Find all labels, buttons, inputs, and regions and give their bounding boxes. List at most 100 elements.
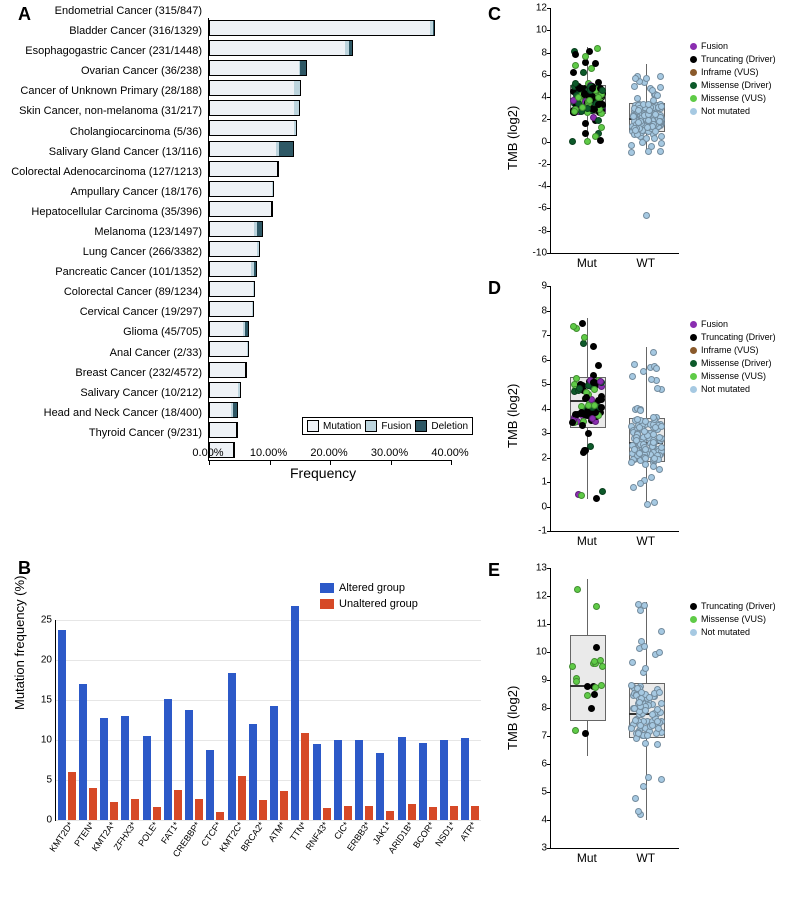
strip-ytick-label: 8 [541,47,551,58]
strip-ytick-label: 1 [541,477,551,488]
strip-xlabel: Mut [577,253,597,270]
panel-b-bar-unaltered [450,806,458,820]
strip-point [631,361,638,368]
panel-b-bar-unaltered [153,807,161,820]
legend-label-mutation: Mutation [323,421,361,432]
panel-a-row-label: Cholangiocarcinoma (5/36) [0,126,202,138]
panel-a-bar-segment [254,261,257,277]
panel-b-bar-altered [143,736,151,820]
panel-a-bar-segment [277,161,278,177]
legend-dot [690,82,697,89]
panel-c-plot: -10-8-6-4-2024681012MutWT [550,8,679,254]
strip-xlabel: WT [636,531,655,548]
strip-point [572,51,579,58]
panel-b-ytick-label: 15 [41,695,56,706]
panel-b-gene-label: NSD1* [433,820,457,848]
strip-legend-item: Fusion [690,40,776,53]
panel-a-bar-segment [209,301,254,317]
strip-point [654,385,661,392]
strip-legend-item: Missense (VUS) [690,370,776,383]
legend-label: Inframe (VUS) [701,66,759,79]
panel-a-bar-segment [233,442,234,458]
strip-point [579,320,586,327]
panel-a-row-label: Colorectal Cancer (89/1234) [0,286,202,298]
strip-point [592,60,599,67]
panel-b-bar-altered [206,750,214,820]
strip-xlabel: Mut [577,848,597,865]
panel-a-bar-segment [248,341,249,357]
strip-point [637,722,644,729]
strip-legend-item: Missense (VUS) [690,613,776,626]
strip-point [645,774,652,781]
panel-b-bar-unaltered [89,788,97,820]
strip-point [589,85,596,92]
strip-point [580,69,587,76]
strip-point [656,466,663,473]
legend-swatch-altered [320,583,334,593]
strip-point [656,649,663,656]
strip-legend-item: Inframe (VUS) [690,344,776,357]
strip-point [658,140,665,147]
strip-point [572,62,579,69]
panel-a-bar-segment [209,281,255,297]
legend-dot [690,95,697,102]
legend-label: Fusion [701,318,728,331]
legend-label: Truncating (Driver) [701,331,776,344]
strip-ytick-label: 4 [541,403,551,414]
panel-b-bar-unaltered [386,811,394,820]
panel-d-plot: -10123456789MutWT [550,286,679,532]
strip-ytick-label: -1 [538,526,551,537]
strip-point [648,474,655,481]
panel-b-ytick-label: 0 [46,815,56,826]
strip-point [642,740,649,747]
legend-label-deletion: Deletion [431,421,468,432]
strip-legend-item: Fusion [690,318,776,331]
panel-a-bar-segment [209,40,347,56]
panel-a-row-label: Cancer of Unknown Primary (28/188) [0,85,202,97]
strip-legend-item: Truncating (Driver) [690,53,776,66]
panel-b-bar-unaltered [429,807,437,820]
strip-point [597,378,604,385]
panel-b-bar-altered [185,710,193,820]
strip-point [632,75,639,82]
panel-a-row-label: Bladder Cancer (316/1329) [0,25,202,37]
panel-a-row-label: Hepatocellular Carcinoma (35/396) [0,206,202,218]
panel-a: Frequency Mutation Fusion Deletion 0.00%… [0,0,480,495]
panel-a-row-label: Lung Cancer (266/3382) [0,246,202,258]
legend-dot [690,43,697,50]
legend-label: Missense (Driver) [701,79,772,92]
strip-point [642,446,649,453]
strip-point [582,730,589,737]
panel-b-bar-altered [461,738,469,820]
panel-b-bar-unaltered [174,790,182,820]
panel-a-bar-segment [209,321,245,337]
strip-point [631,446,638,453]
strip-legend-item: Not mutated [690,626,776,639]
strip-point [582,120,589,127]
legend-label-unaltered: Unaltered group [339,596,418,612]
panel-a-row-label: Salivary Cancer (10/212) [0,387,202,399]
panel-b-gene-label: ATM* [267,820,288,844]
panel-letter-c: C [488,4,501,25]
panel-b-ytick-label: 5 [46,775,56,786]
panel-b-bar-altered [334,740,342,820]
panel-b-bar-unaltered [471,806,479,820]
strip-legend-item: Inframe (VUS) [690,66,776,79]
panel-a-row-label: Breast Cancer (232/4572) [0,367,202,379]
strip-point [582,53,589,60]
panel-b-ytick-label: 10 [41,735,56,746]
strip-ytick-label: 10 [536,25,551,36]
panel-a-bar-segment [209,201,273,217]
strip-ytick-label: 2 [541,114,551,125]
strip-point [585,430,592,437]
panel-b-bar-unaltered [195,799,203,820]
strip-point [598,404,605,411]
strip-ytick-label: 5 [541,787,551,798]
panel-a-bar-segment [209,221,256,237]
panel-a-bar-segment [209,362,247,378]
legend-label: Not mutated [701,626,750,639]
strip-point [588,705,595,712]
strip-point [593,644,600,651]
panel-b-bar-unaltered [238,776,246,820]
panel-e-yaxis-title: TMB (log2) [505,686,520,750]
